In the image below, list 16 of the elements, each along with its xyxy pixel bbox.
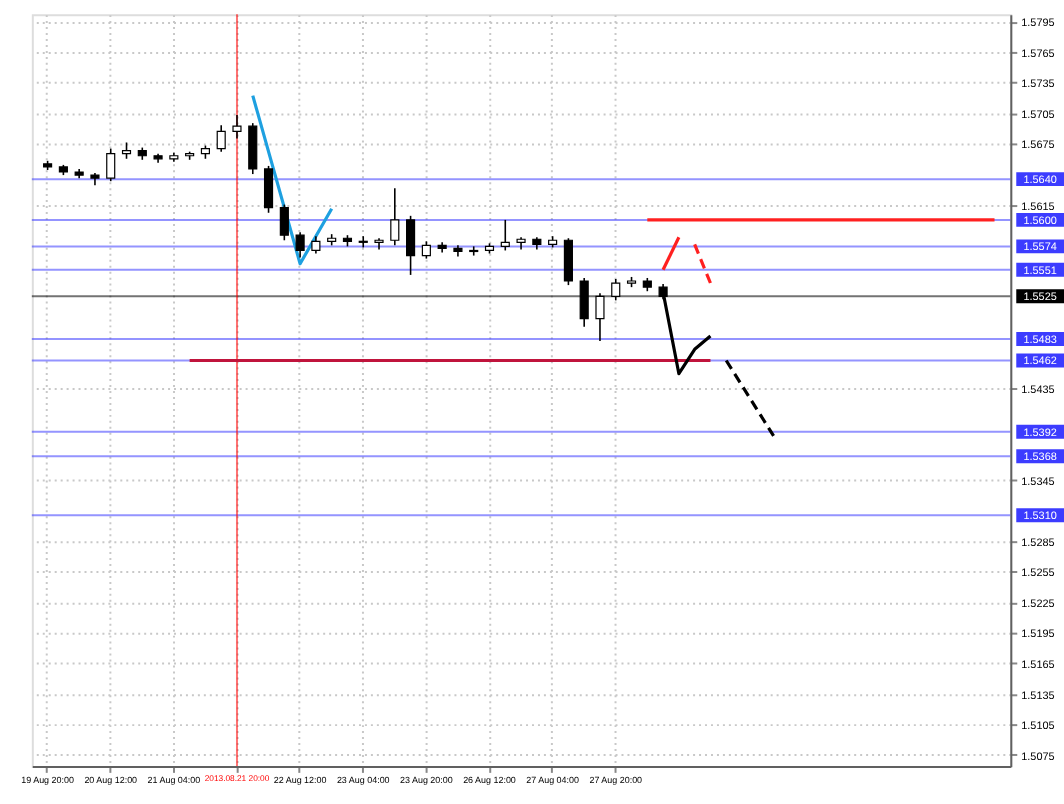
candlestick bbox=[406, 215, 416, 276]
candlestick bbox=[216, 124, 226, 153]
candlestick bbox=[263, 165, 274, 214]
candlestick bbox=[232, 114, 242, 140]
candlestick bbox=[106, 147, 116, 182]
candlestick bbox=[469, 245, 479, 257]
candlestick bbox=[248, 122, 258, 175]
candlestick bbox=[295, 231, 305, 259]
candlestick bbox=[611, 278, 621, 302]
candlestick bbox=[279, 203, 289, 242]
candlestick bbox=[579, 277, 589, 328]
candlestick bbox=[390, 187, 400, 247]
candlestick bbox=[500, 219, 510, 252]
candlestick bbox=[358, 235, 368, 249]
candlestick bbox=[595, 292, 605, 342]
candlestick bbox=[563, 237, 573, 286]
